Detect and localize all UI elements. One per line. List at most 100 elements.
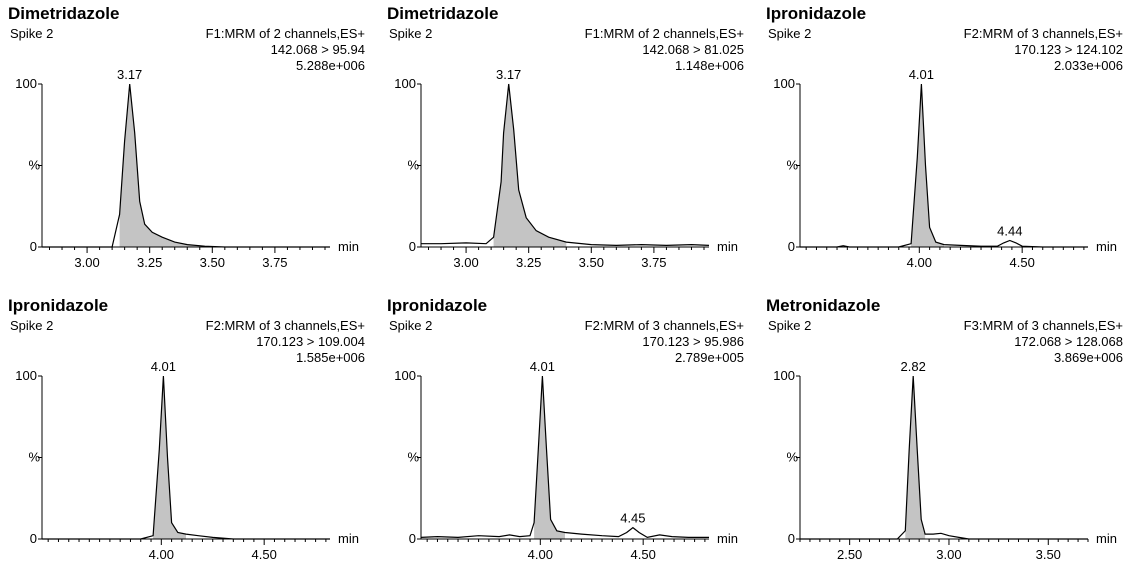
peak-label: 2.82	[901, 359, 926, 374]
compound-name: Ipronidazole	[8, 296, 109, 315]
sample-label: Spike 2	[10, 318, 54, 333]
sample-label: Spike 2	[389, 318, 433, 333]
x-tick-label: 3.50	[579, 255, 604, 270]
intensity-label: 1.148e+006	[674, 58, 744, 73]
y-tick-label-100: 100	[394, 76, 416, 91]
chromatogram-plot: 100 0% 4.00 4.50 min 4.01	[15, 359, 359, 562]
x-tick-label: 4.50	[252, 547, 277, 562]
x-tick-label: 4.00	[907, 255, 932, 270]
intensity-label: 5.288e+006	[295, 58, 365, 73]
peak-area	[911, 84, 944, 247]
chromatogram-trace	[800, 375, 1088, 540]
chromatogram-plot: 100 0% 3.00 3.25 3.50 3.75 min 3.17	[394, 67, 738, 270]
chromatogram-trace	[42, 83, 330, 248]
chromatogram-trace	[800, 83, 1088, 248]
peak-area	[153, 376, 186, 539]
peak-label: 4.01	[151, 359, 176, 374]
channel-label: F1:MRM of 2 channels,ES+	[205, 26, 365, 41]
x-tick-label: 3.75	[641, 255, 666, 270]
y-tick-label-0: 0	[409, 239, 416, 254]
y-tick-label-0: 0	[788, 531, 795, 546]
x-axis-label: min	[717, 239, 738, 254]
peak-label: 4.45	[620, 511, 645, 526]
x-tick-label: 3.00	[74, 255, 99, 270]
x-tick-label: 2.50	[837, 547, 862, 562]
chromatogram-trace	[42, 375, 330, 540]
x-axis-label: min	[338, 239, 359, 254]
peak-label: 3.17	[117, 67, 142, 82]
chromatogram-plot: 100 0% 4.00 4.50 min 4.01 4.44	[773, 67, 1117, 270]
compound-name: Ipronidazole	[387, 296, 488, 315]
y-tick-label-100: 100	[394, 368, 416, 383]
transition-label: 142.068 > 95.94	[270, 42, 365, 57]
x-tick-label: 4.00	[528, 547, 553, 562]
y-tick-label-100: 100	[773, 368, 795, 383]
channel-label: F2:MRM of 3 channels,ES+	[205, 318, 365, 333]
channel-label: F2:MRM of 3 channels,ES+	[963, 26, 1123, 41]
y-tick-label-100: 100	[773, 76, 795, 91]
peak-label: 3.17	[496, 67, 521, 82]
chromatogram-trace	[421, 83, 710, 247]
intensity-label: 1.585e+006	[295, 350, 365, 365]
peak-label: 4.01	[530, 359, 555, 374]
transition-label: 142.068 > 81.025	[642, 42, 744, 57]
sample-label: Spike 2	[768, 318, 812, 333]
chromatogram-plot: 100 0% 3.00 3.25 3.50 3.75 min 3.17	[15, 67, 359, 270]
x-tick-label: 3.00	[453, 255, 478, 270]
transition-label: 172.068 > 128.068	[1014, 334, 1123, 349]
chromatogram-plot: 100 0% 2.50 3.00 3.50 min 2.82	[773, 359, 1117, 562]
chromatogram-trace	[420, 375, 709, 539]
y-tick-label-0: 0	[788, 239, 795, 254]
compound-name: Metronidazole	[766, 296, 881, 315]
chromatogram-panel-5: Ipronidazole Spike 2 F2:MRM of 3 channel…	[387, 296, 757, 582]
compound-name: Dimetridazole	[8, 4, 120, 23]
transition-label: 170.123 > 109.004	[256, 334, 365, 349]
x-tick-label: 3.50	[200, 255, 225, 270]
x-axis-label: min	[717, 531, 738, 546]
y-axis-label: %	[407, 450, 419, 465]
intensity-label: 3.869e+006	[1053, 350, 1123, 365]
x-tick-label: 3.75	[262, 255, 287, 270]
channel-label: F1:MRM of 2 channels,ES+	[584, 26, 744, 41]
chromatogram-panel-2: Dimetridazole Spike 2 F1:MRM of 2 channe…	[387, 4, 757, 290]
channel-label: F2:MRM of 3 channels,ES+	[584, 318, 744, 333]
x-tick-label: 4.00	[149, 547, 174, 562]
transition-label: 170.123 > 124.102	[1014, 42, 1123, 57]
channel-label: F3:MRM of 3 channels,ES+	[963, 318, 1123, 333]
peak-area	[534, 376, 565, 539]
x-axis-label: min	[1096, 239, 1117, 254]
sample-label: Spike 2	[10, 26, 54, 41]
y-tick-label-0: 0	[409, 531, 416, 546]
x-axis-label: min	[338, 531, 359, 546]
x-tick-label: 3.25	[137, 255, 162, 270]
peak-label: 4.01	[909, 67, 934, 82]
x-tick-label: 4.50	[631, 547, 656, 562]
peak-area	[905, 376, 926, 539]
chromatogram-plot: 100 0% 4.00 4.50 min 4.01 4.45	[394, 359, 738, 562]
y-axis-label: %	[786, 158, 798, 173]
x-tick-label: 3.50	[1036, 547, 1061, 562]
x-tick-label: 3.00	[936, 547, 961, 562]
y-axis-label: %	[28, 450, 40, 465]
intensity-label: 2.789e+005	[674, 350, 744, 365]
x-tick-label: 3.25	[516, 255, 541, 270]
sample-label: Spike 2	[389, 26, 433, 41]
y-tick-label-100: 100	[15, 368, 37, 383]
peak-area	[493, 84, 567, 247]
transition-label: 170.123 > 95.986	[642, 334, 744, 349]
compound-name: Dimetridazole	[387, 4, 499, 23]
compound-name: Ipronidazole	[766, 4, 867, 23]
x-tick-label: 4.50	[1010, 255, 1035, 270]
chromatogram-panel-1: Dimetridazole Spike 2 F1:MRM of 2 channe…	[8, 4, 378, 290]
x-axis-label: min	[1096, 531, 1117, 546]
chromatogram-panel-6: Metronidazole Spike 2 F3:MRM of 3 channe…	[766, 296, 1125, 582]
y-axis-label: %	[786, 450, 798, 465]
y-tick-label-0: 0	[30, 531, 37, 546]
y-axis-label: %	[28, 158, 40, 173]
peak-label: 4.44	[997, 223, 1022, 238]
chromatogram-panel-3: Ipronidazole Spike 2 F2:MRM of 3 channel…	[766, 4, 1125, 290]
y-tick-label-100: 100	[15, 76, 37, 91]
intensity-label: 2.033e+006	[1053, 58, 1123, 73]
chromatogram-panel-4: Ipronidazole Spike 2 F2:MRM of 3 channel…	[8, 296, 378, 582]
y-tick-label-0: 0	[30, 239, 37, 254]
